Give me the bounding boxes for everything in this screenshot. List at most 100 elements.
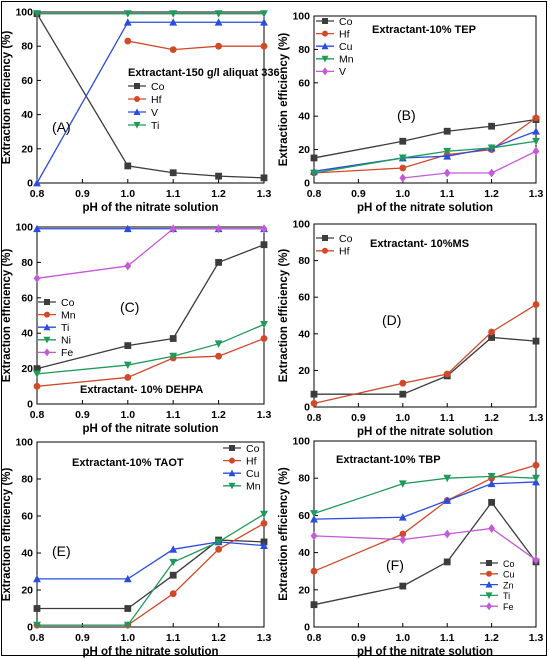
x-tick-label: 1.0: [120, 632, 135, 644]
x-tick-label: 0.9: [351, 632, 366, 644]
data-point: [124, 342, 132, 349]
data-point: [33, 574, 41, 583]
data-point: [532, 301, 540, 308]
legend-label: Co: [339, 233, 353, 245]
data-point: [487, 479, 496, 488]
y-tick-label: 40: [21, 328, 33, 340]
series-line: [36, 228, 264, 279]
data-point: [124, 162, 132, 170]
y-axis-label: Extraction efficiency (%): [1, 31, 13, 165]
data-point: [532, 127, 540, 135]
y-tick-label: 20: [21, 363, 33, 375]
data-point: [124, 37, 132, 45]
x-tick-label: 1.3: [529, 188, 544, 200]
legend-label: Cu: [503, 570, 515, 580]
series-line: [313, 118, 537, 159]
legend-marker: [43, 336, 51, 344]
data-point: [399, 173, 407, 183]
x-tick-label: 1.2: [211, 188, 226, 200]
x-axis-label: pH of the nitrate solution: [357, 426, 493, 438]
x-axis-label: pH of the nitrate solution: [82, 202, 218, 214]
data-point: [398, 513, 407, 521]
data-point: [443, 152, 452, 160]
data-point: [124, 605, 132, 612]
x-tick-label: 1.1: [166, 409, 181, 421]
data-point: [443, 558, 451, 566]
panel-letter: (D): [382, 312, 401, 328]
legend-marker: [229, 457, 235, 464]
legend-label: Mn: [339, 54, 354, 66]
data-point: [488, 498, 495, 506]
x-tick-label: 1.1: [166, 632, 181, 644]
data-point: [215, 259, 222, 266]
legend-marker: [322, 30, 328, 37]
data-point: [443, 474, 452, 483]
y-tick-label: 60: [21, 75, 33, 87]
legend-label: V: [151, 107, 158, 119]
x-tick-label: 1.3: [257, 409, 272, 421]
y-tick-label: 40: [21, 109, 33, 121]
panel-letter: (F): [386, 557, 404, 573]
legend-marker: [322, 18, 328, 24]
data-point: [123, 10, 132, 18]
y-axis-label: Extraction efficiency (%): [1, 468, 13, 602]
y-tick-label: 20: [21, 143, 33, 155]
y-tick-label: 0: [304, 178, 310, 190]
data-point: [487, 144, 496, 152]
y-tick-label: 60: [21, 511, 33, 523]
x-tick-label: 1.0: [395, 412, 410, 424]
y-tick-label: 80: [21, 474, 33, 486]
x-tick-label: 0.8: [30, 632, 45, 644]
y-tick-label: 0: [304, 622, 310, 634]
data-point: [260, 520, 268, 527]
data-point: [399, 530, 407, 538]
data-point: [310, 510, 318, 518]
legend-label: Mn: [246, 481, 261, 493]
data-point: [260, 174, 268, 182]
data-point: [33, 382, 41, 390]
y-axis-label: Extraction efficiency (%): [1, 249, 13, 383]
x-tick-label: 1.1: [166, 188, 181, 200]
chart-panel-4: 0.8 0.9 1.0 1.1 1.2 1.3 0 20 40 60 80 100 pH of the …: [278, 219, 543, 439]
x-tick-label: 0.9: [351, 412, 366, 424]
extractant-annotation: Extractant- 10% DEHPA: [80, 384, 203, 396]
legend-marker: [134, 96, 140, 102]
legend-label: Ni: [61, 335, 71, 347]
extractant-annotation: Extractant-10% TBP: [336, 454, 441, 466]
x-tick-label: 1.1: [440, 188, 455, 200]
plot-frame: [36, 226, 265, 405]
panel-letter: (B): [397, 107, 416, 123]
data-point: [443, 370, 451, 378]
y-tick-label: 80: [298, 255, 310, 267]
series-hf: [124, 37, 268, 54]
series-ni: [33, 320, 268, 378]
x-tick-label: 0.9: [75, 188, 90, 200]
legend-marker: [44, 348, 50, 357]
data-point: [310, 169, 318, 177]
x-tick-label: 0.9: [75, 409, 90, 421]
x-tick-label: 1.1: [440, 632, 455, 644]
series-hf: [33, 520, 268, 629]
data-point: [532, 146, 540, 156]
data-point: [443, 127, 451, 135]
x-tick-label: 1.0: [120, 409, 135, 421]
data-point: [260, 541, 268, 549]
data-point: [443, 147, 452, 156]
y-tick-label: 80: [298, 44, 310, 56]
data-point: [169, 545, 178, 553]
y-tick-label: 0: [27, 399, 33, 411]
series-line: [402, 150, 537, 179]
legend-marker: [134, 83, 140, 89]
series-line: [313, 303, 537, 404]
legend-marker: [321, 55, 329, 63]
data-point: [488, 122, 495, 130]
x-tick-label: 1.2: [211, 409, 226, 421]
data-point: [169, 335, 177, 342]
chart-panel-3: 0.8 0.9 1.0 1.1 1.2 1.3 0 20 40 60 80 100 pH of the …: [1, 222, 271, 436]
legend-label: Co: [151, 81, 165, 93]
y-tick-label: 0: [27, 622, 33, 634]
data-point: [488, 524, 495, 533]
y-tick-label: 20: [298, 584, 310, 596]
